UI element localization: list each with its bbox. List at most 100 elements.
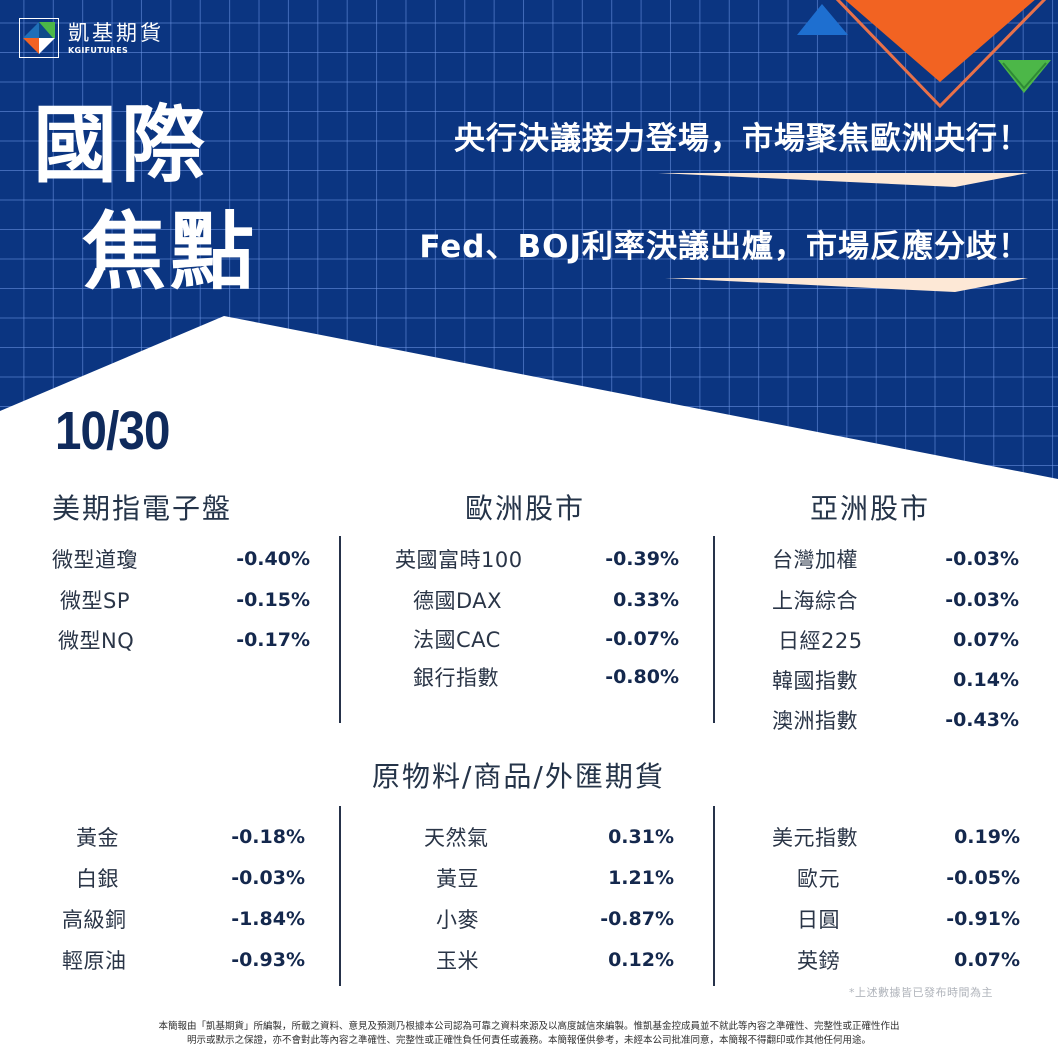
quote-name: 微型NQ — [58, 629, 135, 653]
section-title-commodities: 原物料/商品/外匯期貨 — [372, 760, 665, 793]
quote-value: -0.18% — [231, 826, 305, 848]
quote-value: -0.91% — [946, 908, 1020, 930]
section-title-us-futures: 美期指電子盤 — [52, 492, 233, 525]
green-down-triangle-icon — [998, 60, 1051, 93]
content-panel-shape — [0, 316, 1058, 1058]
quote-name: 上海綜合 — [772, 589, 858, 613]
quote-value: -0.07% — [605, 628, 679, 650]
quote-name: 英國富時100 — [395, 548, 523, 572]
quote-value: 0.19% — [954, 826, 1020, 848]
quote-row: 黃金 -0.18% — [60, 820, 305, 854]
quote-value: -0.80% — [605, 666, 679, 688]
quote-name: 黃豆 — [436, 867, 479, 891]
quote-value: -0.05% — [946, 867, 1020, 889]
quote-row: 歐元 -0.05% — [770, 861, 1020, 895]
quote-name: 英鎊 — [797, 949, 840, 973]
quote-name: 微型道瓊 — [52, 548, 138, 572]
quote-row: 韓國指數 0.14% — [770, 663, 1019, 697]
quote-value: 0.07% — [954, 949, 1020, 971]
quote-row: 微型NQ -0.17% — [52, 623, 310, 657]
quote-row: 銀行指數 -0.80% — [395, 660, 679, 694]
quote-value: -0.03% — [945, 548, 1019, 570]
quote-row: 日經225 0.07% — [770, 623, 1019, 657]
quote-name: 美元指數 — [772, 826, 858, 850]
quote-row: 白銀 -0.03% — [60, 861, 305, 895]
quote-name: 微型SP — [60, 589, 130, 613]
quote-value: 0.33% — [613, 589, 679, 611]
column-divider — [339, 536, 341, 723]
orange-outline-triangle-icon — [835, 0, 1047, 109]
quote-name: 德國DAX — [413, 589, 503, 613]
disclaimer-line-1: 本簡報由「凱基期貨」所編製，所載之資料、意見及預測乃根據本公司認為可靠之資料來源… — [158, 1021, 900, 1032]
quote-row: 微型道瓊 -0.40% — [52, 542, 310, 576]
quote-value: 0.31% — [608, 826, 674, 848]
brand-name-cn: 凱基期貨 — [68, 20, 164, 45]
quote-value: -0.40% — [236, 548, 310, 570]
kgi-logo-icon — [19, 18, 59, 58]
quote-value: 0.07% — [953, 629, 1019, 651]
quote-row: 輕原油 -0.93% — [60, 943, 305, 977]
quote-name: 澳洲指數 — [772, 709, 858, 733]
quote-name: 法國CAC — [413, 628, 501, 652]
column-divider — [339, 806, 341, 986]
quote-name: 日經225 — [778, 629, 863, 653]
quote-row: 高級銅 -1.84% — [60, 902, 305, 936]
quote-value: -0.03% — [231, 867, 305, 889]
quote-value: -1.84% — [231, 908, 305, 930]
quote-name: 韓國指數 — [772, 669, 858, 693]
quote-value: -0.87% — [600, 908, 674, 930]
blue-up-triangle-icon — [797, 4, 848, 35]
quote-value: 1.21% — [608, 867, 674, 889]
headline-underline-1 — [658, 173, 1028, 187]
column-divider — [713, 536, 715, 723]
page-title-line1: 國際 — [33, 96, 210, 194]
quote-row: 英國富時100 -0.39% — [395, 542, 679, 576]
quote-row: 天然氣 0.31% — [420, 820, 674, 854]
brand-logo: 凱基期貨 KGIFUTURES — [19, 18, 164, 58]
report-date: 10/30 — [55, 401, 170, 461]
orange-down-triangle-icon — [845, 0, 1035, 82]
quote-row: 小麥 -0.87% — [420, 902, 674, 936]
quote-value: -0.93% — [231, 949, 305, 971]
quote-name: 黃金 — [76, 826, 119, 850]
quote-value: 0.12% — [608, 949, 674, 971]
quote-row: 微型SP -0.15% — [52, 583, 310, 617]
page-title-line2: 焦點 — [82, 203, 259, 301]
quote-value: 0.14% — [953, 669, 1019, 691]
disclaimer-line-2: 明示或默示之保證，亦不會對此等內容之準確性、完整性或正確性負任何責任或義務。本簡… — [186, 1035, 871, 1046]
quote-name: 天然氣 — [424, 826, 489, 850]
quote-value: -0.17% — [236, 629, 310, 651]
quote-row: 美元指數 0.19% — [770, 820, 1020, 854]
quote-row: 玉米 0.12% — [420, 943, 674, 977]
headline-1: 央行決議接力登場，市場聚焦歐洲央行！ — [454, 121, 1030, 157]
brand-name-en: KGIFUTURES — [68, 45, 129, 55]
quote-name: 日圓 — [797, 908, 840, 932]
column-divider — [713, 806, 715, 986]
quote-value: -0.43% — [945, 709, 1019, 731]
headline-2: Fed、BOJ利率決議出爐，市場反應分歧！ — [419, 229, 1030, 265]
quote-name: 銀行指數 — [413, 666, 499, 690]
quote-row: 德國DAX 0.33% — [395, 583, 679, 617]
quote-name: 歐元 — [797, 867, 840, 891]
section-title-europe: 歐洲股市 — [465, 492, 586, 525]
quote-row: 日圓 -0.91% — [770, 902, 1020, 936]
quote-value: -0.39% — [605, 548, 679, 570]
quote-value: -0.03% — [945, 589, 1019, 611]
quote-name: 白銀 — [76, 867, 119, 891]
quote-name: 輕原油 — [62, 949, 127, 973]
quote-row: 上海綜合 -0.03% — [770, 583, 1019, 617]
quote-row: 法國CAC -0.07% — [395, 622, 679, 656]
quote-row: 澳洲指數 -0.43% — [770, 703, 1019, 737]
quote-row: 台灣加權 -0.03% — [770, 542, 1019, 576]
data-note: *上述數據皆已發布時間為主 — [849, 986, 993, 999]
quote-name: 小麥 — [436, 908, 479, 932]
quote-name: 玉米 — [436, 949, 479, 973]
disclaimer: 本簡報由「凱基期貨」所編製，所載之資料、意見及預測乃根據本公司認為可靠之資料來源… — [0, 1020, 1058, 1048]
quote-row: 黃豆 1.21% — [420, 861, 674, 895]
section-title-asia: 亞洲股市 — [810, 492, 931, 525]
quote-value: -0.15% — [236, 589, 310, 611]
quote-name: 台灣加權 — [772, 548, 858, 572]
quote-name: 高級銅 — [62, 908, 127, 932]
headline-underline-2 — [665, 278, 1028, 292]
